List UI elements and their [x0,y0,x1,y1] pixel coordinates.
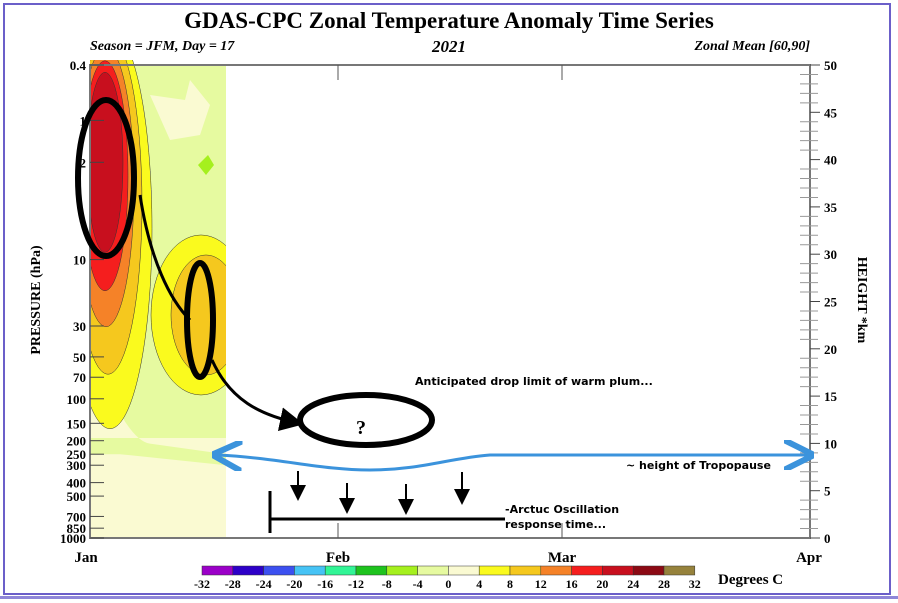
height-tick-label: 20 [824,342,837,357]
field-troposphere [90,454,226,538]
colorbar: -32 -28 -24 -20 -16 -12 -8 -4 0 4 8 12 16 20 24 28 32 [194,565,701,591]
colorbar-label: Degrees C [718,572,783,588]
annotation-ao-line2: response time... [505,518,606,531]
colorbar-swatch [417,565,449,576]
colorbar-swatch [355,565,388,576]
pressure-tick-label: 300 [67,458,87,473]
colorbar-tick-label: -20 [286,577,302,591]
colorbar-swatch [448,565,480,576]
field-lower-pale [90,343,226,455]
height-tick-label: 45 [824,105,838,120]
height-tick-label: 5 [824,484,831,499]
pressure-tick-label: 1 [80,113,87,128]
colorbar-tick-label: 24 [627,577,639,591]
subtitle-season: Season = JFM, Day = 17 [90,39,235,54]
height-tick-label: 15 [824,389,838,404]
pressure-tick-label: 150 [67,416,87,431]
warm-core-contour-4 [90,72,124,253]
frame-bottom-line [0,596,898,599]
colorbar-tick-label: 16 [566,577,578,591]
annotation-warm-plume: Anticipated drop limit of warm plum... [415,375,653,388]
colorbar-swatch [571,565,603,576]
pressure-tick-label: 100 [67,392,87,407]
pressure-tick-label: 700 [67,509,87,524]
y-axis-label-pressure: PRESSURE (hPa) [29,245,44,355]
colorbar-swatch [294,565,326,576]
circle-warm-core [75,97,137,259]
month-label: Jan [74,550,98,566]
pressure-tick-label: 30 [73,319,86,334]
colorbar-tick-label: -12 [348,577,364,591]
colorbar-tick-label: 20 [596,577,608,591]
height-tick-label: 10 [824,436,837,451]
colorbar-tick-label: 4 [476,577,482,591]
annotation-ao-line1: -Arctuc Oscillation [505,503,619,516]
colorbar-swatch [602,565,634,576]
pressure-tick-label: 70 [73,370,86,385]
pressure-tick-label: 50 [73,350,86,365]
field-pale-patch [150,80,210,140]
colorbar-swatch [324,565,357,576]
subtitle-zonal-mean: Zonal Mean [60,90] [694,39,811,54]
colorbar-swatch [540,565,572,576]
subtitle-year: 2021 [432,37,466,56]
tropopause-line [218,455,808,472]
colorbar-tick-label: -24 [256,577,272,591]
pressure-tick-label: 0.4 [70,58,87,73]
pressure-tick-label: 400 [67,476,87,491]
annotations [75,97,808,533]
height-tick-label: 30 [824,247,837,262]
height-tick-label: 50 [824,58,837,73]
pressure-tick-label: 500 [67,489,87,504]
pressure-tick-label: 1000 [60,531,86,546]
height-tick-label: 0 [824,531,831,546]
colorbar-tick-label: 0 [445,577,451,591]
month-label: Apr [796,550,822,566]
arrow-to-question [210,359,304,432]
colorbar-swatch [663,565,696,576]
colorbar-tick-label: 32 [689,577,701,591]
colorbar-tick-label: -16 [317,577,333,591]
height-tick-label: 25 [824,295,838,310]
axes: 0.41210305070100150200250300400500700850… [60,58,838,566]
field-cold-patch [198,155,214,175]
chart-title: GDAS-CPC Zonal Temperature Anomaly Time … [184,8,714,33]
colorbar-swatch [632,565,665,576]
pressure-tick-label: 200 [67,434,87,449]
colorbar-swatch [478,565,511,576]
figure-frame [3,3,891,595]
y-axis-label-height: HEIGHT *km [854,257,869,344]
colorbar-swatch [509,565,542,576]
pressure-tick-label: 2 [80,155,87,170]
colorbar-tick-label: -8 [382,577,392,591]
annotation-tropopause: ~ height of Tropopause [626,459,771,472]
month-label: Mar [548,550,577,566]
colorbar-swatch [201,565,234,576]
height-tick-label: 40 [824,153,837,168]
colorbar-tick-label: 8 [507,577,513,591]
colorbar-swatch [263,565,295,576]
colorbar-swatch [386,565,418,576]
colorbar-swatch [232,565,264,576]
pressure-tick-label: 10 [73,253,86,268]
height-tick-label: 35 [824,200,838,215]
pressure-tick-label: 250 [67,447,87,462]
colorbar-tick-label: -4 [413,577,423,591]
month-label: Feb [326,550,350,566]
annotation-question-mark: ? [356,417,366,439]
colorbar-tick-label: 12 [535,577,547,591]
connector-curve [138,194,192,322]
pressure-tick-label: 850 [67,521,87,536]
colorbar-tick-label: -32 [194,577,210,591]
circle-secondary-plume [184,260,216,380]
colorbar-tick-label: -28 [225,577,241,591]
colorbar-tick-label: 28 [658,577,670,591]
